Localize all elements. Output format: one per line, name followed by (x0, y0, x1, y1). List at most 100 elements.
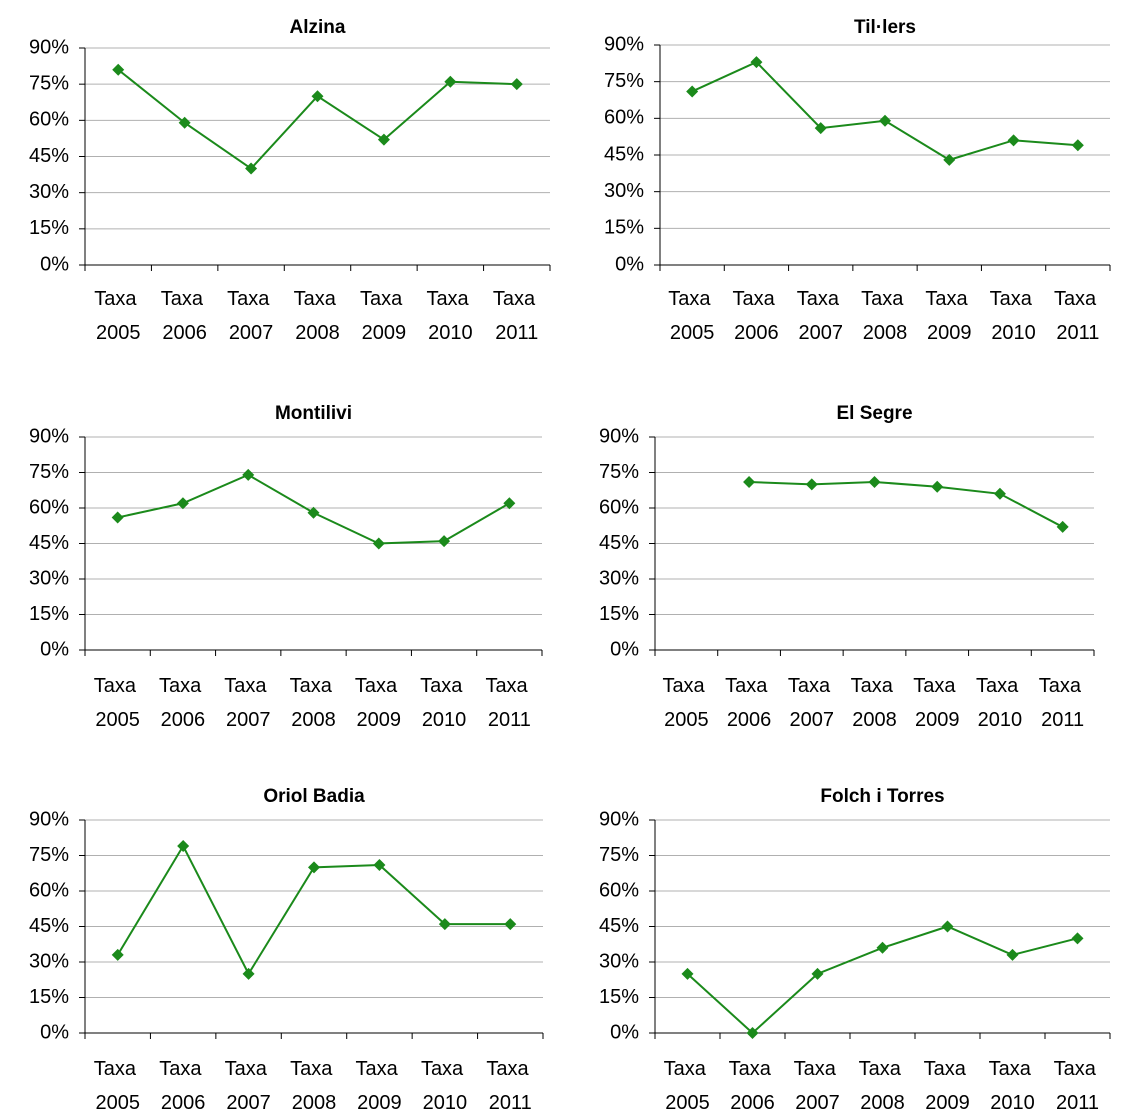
x-tick-label-line: 2009 (925, 1092, 970, 1114)
x-tick-label-line: 2007 (790, 709, 835, 731)
y-tick-label: 15% (599, 986, 639, 1008)
y-tick-label: 90% (599, 425, 639, 447)
x-tick-label-line: 2010 (422, 709, 467, 731)
y-tick-label: 60% (599, 496, 639, 518)
x-tick-label-line: 2007 (226, 1092, 271, 1114)
data-point (993, 487, 1006, 500)
x-tick-label-line: 2005 (664, 709, 709, 731)
x-tick-label: Taxa 2009 (913, 675, 961, 731)
x-tick-label: Taxa 2005 (662, 675, 710, 731)
x-tick-label: Taxa 2005 (668, 288, 716, 344)
x-tick-label-line: 2009 (357, 1092, 402, 1114)
data-point (438, 535, 451, 548)
y-tick-label: 15% (29, 603, 69, 625)
x-tick-label-line: Taxa (1054, 1058, 1102, 1080)
data-point (876, 941, 889, 954)
x-tick-label-line: Taxa (290, 675, 338, 697)
x-tick-label: Taxa 2009 (360, 288, 408, 344)
y-tick-label: 90% (599, 808, 639, 830)
y-tick-label: 60% (29, 496, 69, 518)
data-point (504, 918, 517, 931)
x-tick-label: Taxa 2009 (356, 1058, 404, 1114)
x-tick-label-line: Taxa (420, 675, 468, 697)
data-point (311, 90, 324, 103)
data-point (1007, 134, 1020, 147)
data-point (868, 475, 881, 488)
data-point (743, 475, 756, 488)
x-tick-label: Taxa 2011 (486, 1058, 534, 1114)
y-tick-label: 15% (29, 986, 69, 1008)
data-point (510, 78, 523, 91)
chart-title: Folch i Torres (820, 786, 944, 807)
x-tick-label-line: Taxa (493, 288, 541, 310)
x-tick-label: Taxa 2005 (94, 288, 142, 344)
x-tick-label: Taxa 2007 (224, 675, 272, 731)
x-tick-label-line: 2006 (161, 1092, 206, 1114)
data-point (1071, 932, 1084, 945)
x-tick-label-line: Taxa (426, 288, 474, 310)
x-tick-label-line: Taxa (356, 1058, 404, 1080)
y-tick-label: 60% (29, 879, 69, 901)
y-tick-label: 0% (615, 253, 644, 275)
x-tick-label: Taxa 2010 (426, 288, 474, 344)
x-tick-label: Taxa 2011 (1054, 288, 1102, 344)
x-tick-label-line: 2009 (927, 322, 972, 344)
x-tick-label-line: 2008 (852, 709, 897, 731)
x-tick-label-line: Taxa (794, 1058, 842, 1080)
data-point (307, 506, 320, 519)
x-tick-label-line: 2011 (1056, 1092, 1099, 1114)
y-tick-label: 30% (599, 567, 639, 589)
x-tick-label-line: 2008 (863, 322, 908, 344)
x-tick-label: Taxa 2005 (94, 675, 142, 731)
x-tick-label-line: 2005 (95, 1092, 140, 1114)
y-tick-label: 15% (599, 603, 639, 625)
x-tick-label-line: 2008 (291, 709, 336, 731)
y-tick-label: 30% (599, 950, 639, 972)
data-point (176, 497, 189, 510)
y-tick-label: 45% (599, 532, 639, 554)
x-tick-label-line: Taxa (725, 675, 773, 697)
y-tick-label: 30% (29, 181, 69, 203)
data-point (245, 162, 258, 175)
data-point (372, 537, 385, 550)
x-tick-label-line: Taxa (290, 1058, 338, 1080)
data-point (931, 480, 944, 493)
x-tick-label: Taxa 2007 (225, 1058, 273, 1114)
x-tick-label-line: Taxa (421, 1058, 469, 1080)
chart-title: El Segre (836, 403, 912, 424)
x-tick-label-line: 2008 (860, 1092, 905, 1114)
y-tick-label: 0% (40, 1021, 69, 1043)
chart-title: Montilivi (275, 403, 352, 424)
x-tick-label-line: 2007 (795, 1092, 840, 1114)
x-tick-label: Taxa 2008 (859, 1058, 907, 1114)
x-tick-label-line: 2011 (488, 709, 531, 731)
x-tick-label: Taxa 2010 (990, 288, 1038, 344)
x-tick-label-line: Taxa (159, 675, 207, 697)
x-tick-label-line: Taxa (1054, 288, 1102, 310)
y-tick-label: 0% (40, 638, 69, 660)
data-point (438, 918, 451, 931)
data-point (879, 114, 891, 127)
y-tick-label: 75% (29, 461, 69, 483)
x-tick-label-line: 2007 (798, 322, 843, 344)
data-point (177, 840, 190, 853)
series-line (691, 60, 1078, 161)
y-tick-label: 45% (29, 145, 69, 167)
x-tick-label-line: Taxa (861, 288, 909, 310)
data-point (681, 967, 694, 980)
data-point (444, 75, 457, 88)
x-tick-label-line: Taxa (294, 288, 342, 310)
data-point (111, 511, 124, 524)
y-tick-label: 60% (604, 107, 644, 129)
x-tick-label-line: 2005 (95, 709, 140, 731)
y-tick-label: 0% (40, 253, 69, 275)
chart-title: Oriol Badia (263, 786, 365, 807)
y-tick-label: 15% (604, 217, 644, 239)
x-tick-label: Taxa 2008 (294, 288, 342, 344)
x-tick-label: Taxa 2008 (851, 675, 899, 731)
x-tick-label: Taxa 2010 (989, 1058, 1037, 1114)
x-tick-label-line: Taxa (224, 675, 272, 697)
x-tick-label: Taxa 2010 (420, 675, 468, 731)
x-tick-label-line: 2010 (428, 322, 473, 344)
x-tick-label: Taxa 2006 (725, 675, 773, 731)
